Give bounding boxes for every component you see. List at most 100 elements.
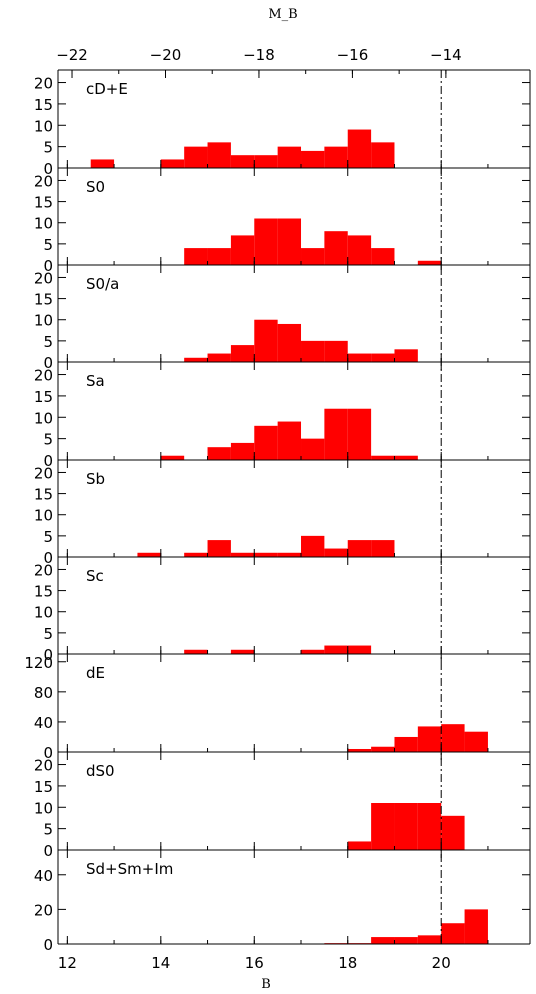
y-tick-label: 40 (34, 867, 53, 885)
bar (160, 455, 185, 460)
panel-6: 0 5 10 15 20 Sc (34, 557, 531, 664)
y-tick-label: 20 (34, 464, 53, 482)
bar (347, 408, 372, 460)
bar (184, 146, 208, 168)
y-tick-label: 15 (34, 583, 53, 601)
bar (324, 231, 348, 265)
x-tick-label: 12 (58, 954, 77, 972)
bar (207, 540, 231, 557)
panel-4: 0 5 10 15 20 Sa (34, 362, 531, 470)
bar (301, 150, 325, 168)
y-tick-label: 0 (43, 842, 53, 860)
y-tick-label: 120 (24, 654, 53, 672)
panel-1: 0 5 10 15 20 cD+E (34, 69, 531, 178)
bar (160, 159, 185, 168)
bar (254, 552, 278, 557)
bar (371, 142, 395, 168)
bar (301, 649, 325, 654)
bar (184, 552, 208, 557)
bar (324, 340, 348, 362)
top-axis-title: M_B (268, 7, 297, 22)
bar (207, 142, 231, 168)
y-tick-label: 5 (43, 528, 53, 546)
bar (347, 353, 372, 362)
bar (277, 552, 302, 557)
y-tick-label: 20 (34, 269, 53, 287)
bar (324, 146, 348, 168)
panel-label: Sb (86, 470, 105, 488)
bar (254, 425, 278, 460)
bar (301, 248, 325, 265)
y-tick-label: 20 (34, 901, 53, 919)
bar (394, 349, 418, 362)
bar (441, 923, 465, 944)
y-tick-label: 10 (34, 409, 53, 427)
y-tick-label: 20 (34, 367, 53, 385)
bar (417, 260, 442, 265)
panel-3: 0 5 10 15 20 S0/a (34, 265, 531, 372)
panel-2: 0 5 10 15 20 S0 (34, 168, 531, 275)
bar (277, 323, 302, 362)
bar (347, 748, 372, 752)
top-tick-label: −14 (430, 46, 462, 64)
panel-label: Sc (86, 567, 104, 585)
x-tick-label: 20 (432, 954, 451, 972)
panel-label: S0 (86, 178, 105, 196)
bar (230, 235, 255, 265)
bar (230, 155, 255, 168)
bar (371, 937, 395, 944)
bar (207, 353, 231, 362)
bar (277, 218, 302, 265)
bar (207, 248, 231, 265)
bar (394, 937, 418, 944)
bar (347, 540, 372, 557)
panel-label: Sa (86, 372, 105, 390)
bar (347, 645, 372, 654)
bar (371, 746, 395, 752)
y-tick-label: 15 (34, 291, 53, 309)
y-tick-label: 20 (34, 172, 53, 190)
bottom-axis: 12 14 16 18 20 (58, 954, 451, 972)
panel-5: 0 5 10 15 20 Sb (34, 460, 531, 567)
panel-label: dS0 (86, 762, 115, 780)
panel-label: S0/a (86, 275, 119, 293)
bar (184, 248, 208, 265)
bar (347, 129, 372, 168)
y-tick-label: 0 (43, 744, 53, 762)
bar (301, 438, 325, 460)
panel-9: 0 20 40 Sd+Sm+Im (34, 850, 531, 954)
x-tick-label: 16 (245, 954, 264, 972)
panel-label: cD+E (86, 80, 128, 98)
x-tick-label: 14 (151, 954, 170, 972)
bar (464, 909, 488, 944)
y-tick-label: 5 (43, 625, 53, 643)
bar (277, 146, 302, 168)
panel-8: 0 5 10 15 20 dS0 (34, 752, 531, 860)
bar (347, 235, 372, 265)
bar (371, 353, 395, 362)
bar (184, 357, 208, 362)
y-tick-label: 5 (43, 139, 53, 157)
bar (371, 248, 395, 265)
bar (184, 649, 208, 654)
y-tick-label: 0 (43, 160, 53, 178)
bar (254, 319, 278, 362)
bar (324, 548, 348, 557)
x-tick-label: 18 (338, 954, 357, 972)
bar (230, 649, 255, 654)
y-tick-label: 10 (34, 604, 53, 622)
y-tick-label: 0 (43, 452, 53, 470)
y-tick-label: 0 (43, 354, 53, 372)
y-tick-label: 15 (34, 96, 53, 114)
y-tick-label: 0 (43, 646, 53, 664)
y-tick-label: 0 (43, 257, 53, 275)
bar (441, 724, 465, 752)
bar (464, 731, 488, 752)
bar (137, 552, 161, 557)
y-tick-label: 5 (43, 821, 53, 839)
bar (347, 841, 372, 850)
bar (277, 421, 302, 460)
y-tick-label: 15 (34, 486, 53, 504)
bar (230, 442, 255, 460)
